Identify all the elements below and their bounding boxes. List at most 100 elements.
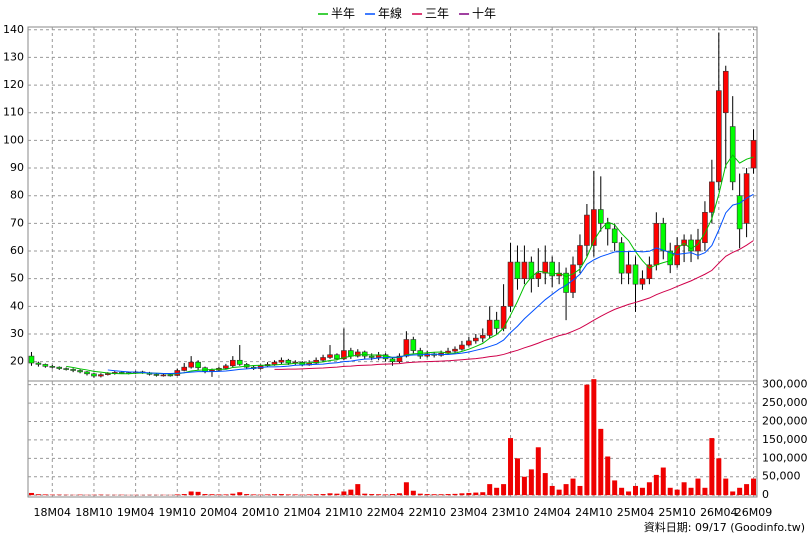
candle-body	[653, 223, 660, 266]
candle-body	[396, 355, 403, 362]
volume-bar	[431, 494, 437, 496]
candle-body	[28, 355, 35, 364]
volume-bar	[487, 484, 493, 496]
x-tick-label: 20M10	[242, 506, 280, 519]
candle-body	[77, 370, 83, 373]
candle-body	[535, 272, 542, 279]
volume-bar	[577, 485, 583, 496]
volume-bar	[626, 491, 632, 496]
x-tick-label: 25M04	[617, 506, 655, 519]
candle-body	[632, 264, 639, 285]
x-tick-label: 19M04	[117, 506, 155, 519]
volume-bar	[188, 491, 194, 496]
legend-label: 半年	[331, 7, 355, 21]
volume-bar	[376, 494, 382, 496]
y-tick-label: 60	[10, 244, 24, 257]
volume-bar	[452, 493, 458, 496]
candle-body	[223, 365, 229, 369]
candle-body	[410, 339, 417, 351]
candle-body	[729, 126, 736, 183]
volume-bar	[584, 384, 590, 496]
volume-bar	[369, 494, 375, 496]
candle-body	[702, 211, 708, 244]
y-tick-label: 100,000	[762, 451, 808, 464]
volume-bar	[278, 494, 284, 496]
x-tick-label: 23M10	[492, 506, 530, 519]
x-tick-label: 18M04	[34, 506, 72, 519]
volume-bar	[542, 473, 548, 496]
candle-body	[667, 250, 674, 266]
candle-body	[56, 366, 63, 369]
volume-bar	[702, 487, 708, 496]
y-tick-label: 40	[10, 299, 24, 312]
candle-body	[597, 209, 604, 224]
candle-body	[549, 261, 555, 277]
candle-body	[403, 339, 410, 357]
y-tick-label: 130	[3, 50, 24, 63]
y-tick-label: 150,000	[762, 433, 808, 446]
candle-body	[188, 361, 194, 368]
volume-bar	[313, 494, 319, 496]
volume-bar	[299, 494, 305, 496]
volume-bar	[390, 494, 395, 496]
candle-body	[98, 374, 104, 377]
volume-bar	[195, 491, 201, 496]
volume-bar	[612, 480, 618, 496]
candle-body	[722, 70, 729, 114]
volume-bar	[535, 447, 541, 496]
legend-label: 三年	[425, 7, 449, 21]
candle-body	[313, 359, 319, 364]
y-tick-label: 140	[3, 23, 24, 36]
volume-bar	[327, 493, 333, 496]
volume-bar	[306, 494, 312, 496]
volume-panel	[27, 380, 758, 498]
volume-bar	[660, 467, 666, 496]
candle-body	[160, 374, 167, 377]
volume-bar	[549, 485, 555, 496]
y-tick-label: 50	[10, 272, 24, 285]
volume-bar	[459, 493, 465, 496]
volume-bar	[202, 494, 208, 496]
candle-body	[35, 362, 42, 365]
candle-body	[493, 319, 500, 329]
volume-bar	[473, 492, 479, 496]
y-tick-label: 90	[10, 161, 24, 174]
candle-body	[604, 223, 611, 230]
volume-bar	[181, 494, 187, 496]
x-tick-label: 24M10	[575, 506, 613, 519]
volume-bar	[681, 482, 687, 496]
volume-bar	[751, 478, 757, 496]
candle-body	[486, 319, 493, 336]
volume-bar	[341, 491, 347, 496]
candle-body	[750, 140, 757, 169]
volume-bar	[639, 487, 645, 496]
legend-label: 十年	[472, 7, 496, 21]
x-tick-label: 20M04	[200, 506, 238, 519]
candle-body	[285, 359, 292, 364]
volume-bar	[445, 494, 451, 496]
volume-bar	[521, 476, 527, 496]
candle-body	[91, 373, 97, 377]
candle-body	[528, 261, 535, 279]
candle-body	[452, 348, 458, 352]
candle-body	[389, 358, 396, 362]
y-tick-label: 70	[10, 216, 24, 229]
volume-bar	[348, 489, 354, 496]
candle-body	[348, 350, 354, 357]
volume-bar	[237, 492, 243, 496]
candle-body	[195, 361, 201, 369]
volume-bar	[591, 379, 597, 496]
candle-body	[736, 195, 743, 230]
candle-body	[514, 261, 521, 279]
candle-body	[63, 368, 69, 370]
volume-bar	[653, 474, 659, 496]
volume-bar	[98, 494, 104, 496]
candle-body	[334, 354, 340, 360]
candle-body	[466, 340, 472, 346]
y-tick-label: 20	[10, 355, 24, 368]
candle-body	[278, 359, 285, 363]
x-tick-label: 26M04	[700, 506, 738, 519]
volume-bar	[56, 494, 62, 496]
volume-bar	[362, 493, 368, 496]
